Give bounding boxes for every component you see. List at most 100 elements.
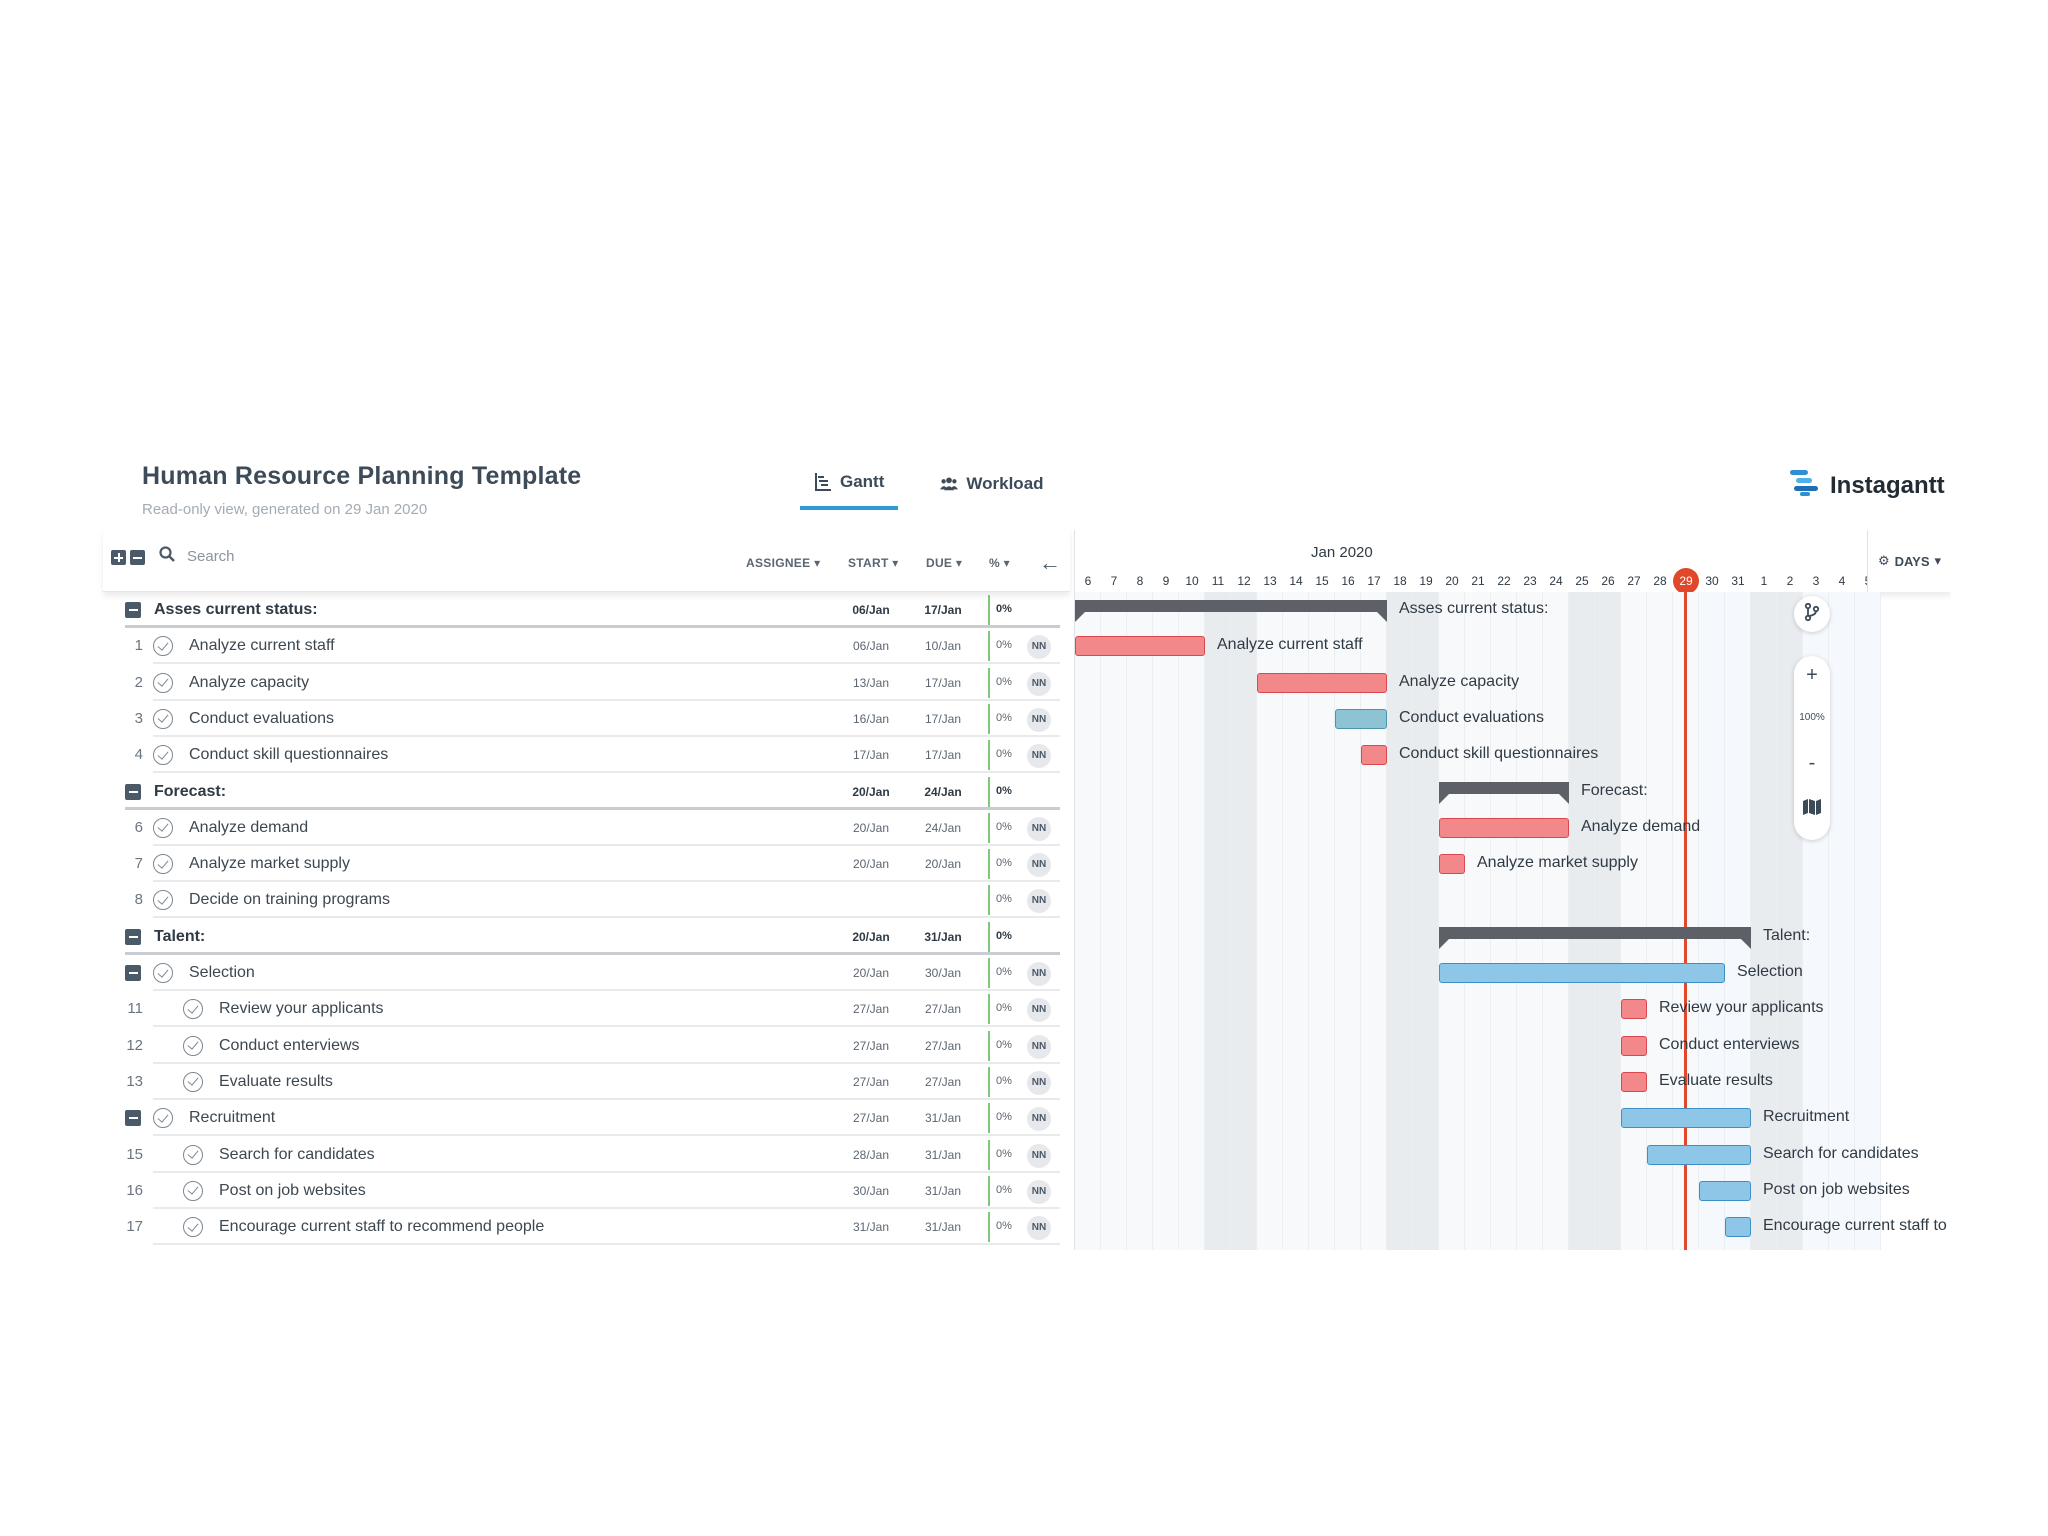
complete-check-icon[interactable] (153, 854, 173, 875)
start-date[interactable]: 06/Jan (852, 639, 890, 654)
percent-complete[interactable]: 0% (988, 1103, 1012, 1134)
task-name[interactable]: Post on job websites (219, 1181, 366, 1199)
percent-complete[interactable]: 0% (988, 1030, 1012, 1061)
task-bar[interactable] (1075, 636, 1205, 657)
start-date[interactable]: 27/Jan (852, 1038, 890, 1053)
complete-check-icon[interactable] (183, 1217, 203, 1238)
group-name[interactable]: Forecast: (154, 782, 227, 800)
complete-check-icon[interactable] (153, 1108, 173, 1129)
complete-check-icon[interactable] (153, 890, 173, 911)
due-date[interactable]: 24/Jan (924, 820, 962, 835)
task-row[interactable]: 13 Evaluate results 27/Jan 27/Jan 0% NN (103, 1064, 1070, 1100)
start-date[interactable]: 20/Jan (852, 784, 890, 799)
task-row[interactable]: 2 Analyze capacity 13/Jan 17/Jan 0% NN (103, 665, 1070, 701)
collapse-subtasks-icon[interactable] (125, 1110, 141, 1127)
map-icon[interactable] (1794, 798, 1830, 821)
due-date[interactable]: 17/Jan (924, 603, 962, 617)
collapse-group-icon[interactable] (125, 928, 141, 945)
task-bar[interactable] (1335, 708, 1387, 729)
collapse-all-icon[interactable] (130, 550, 145, 565)
complete-check-icon[interactable] (183, 1180, 203, 1201)
task-row[interactable]: 17 Encourage current staff to recommend p… (103, 1209, 1070, 1246)
expand-all-icon[interactable] (111, 550, 126, 565)
complete-check-icon[interactable] (183, 1144, 203, 1165)
collapse-group-icon[interactable] (125, 783, 141, 800)
filter-icon[interactable]: ▾ (814, 556, 821, 570)
start-date[interactable]: 20/Jan (852, 966, 890, 980)
assignee-avatar[interactable]: NN (1027, 744, 1051, 769)
task-row[interactable]: 4 Conduct skill questionnaires 17/Jan 17/Ja… (103, 737, 1070, 774)
task-bar[interactable] (1439, 854, 1465, 875)
task-row[interactable]: 3 Conduct evaluations 16/Jan 17/Jan 0% NN (103, 701, 1070, 737)
task-name[interactable]: Review your applicants (219, 1000, 384, 1018)
collapse-group-icon[interactable] (125, 602, 141, 618)
percent-complete[interactable]: 0% (988, 1139, 1012, 1170)
assignee-avatar[interactable]: NN (1027, 889, 1051, 914)
assignee-avatar[interactable]: NN (1027, 1107, 1051, 1132)
start-date[interactable]: 31/Jan (852, 1220, 890, 1235)
complete-check-icon[interactable] (183, 1035, 203, 1056)
due-date[interactable]: 31/Jan (924, 1147, 962, 1162)
start-date[interactable]: 20/Jan (852, 820, 890, 835)
column-header-due[interactable]: DUE ▾ (926, 556, 962, 570)
scale-selector[interactable]: ⚙ DAYS ▾ (1867, 530, 1951, 592)
due-date[interactable]: 31/Jan (924, 1183, 962, 1198)
due-date[interactable]: 31/Jan (924, 1111, 962, 1126)
task-bar[interactable] (1725, 1217, 1751, 1238)
group-name[interactable]: Asses current status: (154, 601, 318, 618)
start-date[interactable]: 20/Jan (852, 929, 890, 944)
complete-check-icon[interactable] (153, 708, 173, 729)
search-icon[interactable] (159, 546, 175, 567)
task-row[interactable]: 16 Post on job websites 30/Jan 31/Jan 0% NN (103, 1173, 1070, 1209)
task-bar[interactable] (1621, 1108, 1751, 1129)
due-date[interactable]: 31/Jan (924, 929, 962, 944)
due-date[interactable]: 24/Jan (924, 784, 962, 799)
assignee-avatar[interactable]: NN (1027, 1143, 1051, 1168)
task-name[interactable]: Analyze demand (189, 818, 309, 836)
due-date[interactable]: 27/Jan (924, 1074, 962, 1089)
assignee-avatar[interactable]: NN (1027, 962, 1051, 986)
start-date[interactable]: 27/Jan (852, 1111, 890, 1126)
task-row[interactable]: 1 Analyze current staff 06/Jan 10/Jan 0% NN (103, 628, 1070, 665)
percent-complete[interactable]: 0% (988, 703, 1012, 734)
percent-complete[interactable]: 0% (988, 812, 1012, 843)
task-name[interactable]: Analyze current staff (189, 637, 335, 655)
group-row[interactable]: Talent: 20/Jan 31/Jan 0% (103, 919, 1070, 955)
start-date[interactable]: 28/Jan (852, 1147, 890, 1162)
search-input[interactable] (187, 548, 487, 565)
due-date[interactable]: 17/Jan (924, 748, 962, 763)
task-name[interactable]: Search for candidates (219, 1145, 375, 1163)
filter-icon[interactable]: ▾ (892, 556, 899, 570)
group-row[interactable]: Asses current status: 06/Jan 17/Jan 0% (103, 592, 1070, 628)
task-row[interactable]: 6 Analyze demand 20/Jan 24/Jan 0% NN (103, 810, 1070, 846)
group-name[interactable]: Talent: (154, 927, 206, 945)
percent-complete[interactable]: 0% (988, 776, 1012, 807)
task-bar[interactable] (1621, 1071, 1647, 1092)
task-bar[interactable] (1361, 745, 1387, 766)
task-bar[interactable] (1621, 1035, 1647, 1056)
task-name[interactable]: Analyze market supply (189, 855, 350, 873)
percent-complete[interactable]: 0% (988, 849, 1012, 880)
assignee-avatar[interactable]: NN (1027, 671, 1051, 696)
assignee-avatar[interactable]: NN (1027, 1216, 1051, 1241)
percent-complete[interactable]: 0% (988, 921, 1012, 952)
start-date[interactable]: 27/Jan (852, 1074, 890, 1089)
complete-check-icon[interactable] (183, 1071, 203, 1092)
task-name[interactable]: Evaluate results (219, 1072, 333, 1090)
task-row[interactable]: 8 Decide on training programs 0% NN (103, 882, 1070, 919)
due-date[interactable]: 17/Jan (924, 675, 962, 690)
percent-complete[interactable]: 0% (988, 958, 1012, 988)
group-bar[interactable] (1075, 600, 1387, 622)
task-bar[interactable] (1621, 999, 1647, 1020)
complete-check-icon[interactable] (153, 672, 173, 693)
start-date[interactable]: 13/Jan (852, 675, 890, 690)
due-date[interactable]: 31/Jan (924, 1220, 962, 1235)
collapse-subtasks-icon[interactable] (125, 965, 141, 981)
task-row[interactable]: 7 Analyze market supply 20/Jan 20/Jan 0% NN (103, 846, 1070, 883)
column-header-start[interactable]: START ▾ (848, 556, 899, 570)
zoom-in-button[interactable]: + (1806, 664, 1818, 686)
assignee-avatar[interactable]: NN (1027, 707, 1051, 732)
percent-complete[interactable]: 0% (988, 595, 1012, 625)
dependencies-button[interactable] (1794, 596, 1830, 632)
collapse-grid-arrow-icon[interactable]: ← (1039, 550, 1061, 575)
